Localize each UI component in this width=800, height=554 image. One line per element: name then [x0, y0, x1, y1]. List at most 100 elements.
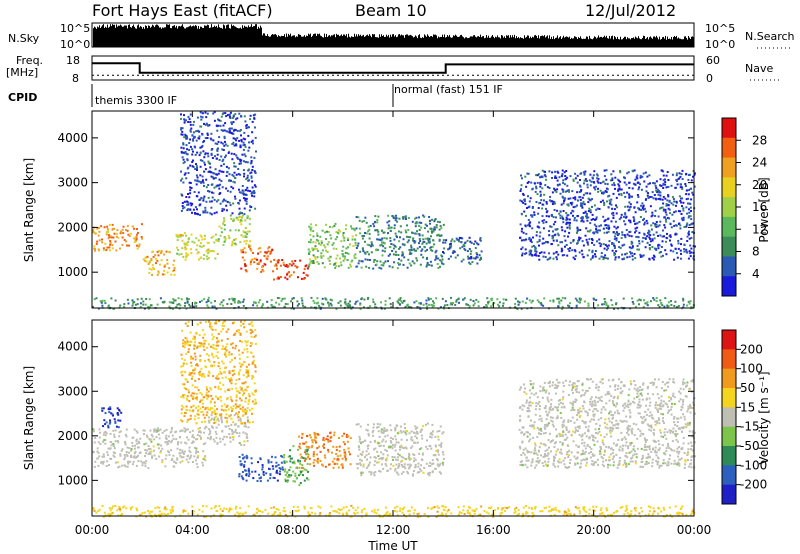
data-cell	[672, 203, 675, 206]
data-cell	[529, 197, 532, 200]
data-cell	[140, 236, 143, 238]
data-cell	[562, 514, 565, 517]
data-cell	[197, 451, 200, 453]
data-cell	[193, 135, 196, 138]
data-cell	[385, 457, 388, 460]
data-cell	[219, 183, 222, 186]
data-cell	[606, 231, 609, 234]
data-cell	[666, 304, 669, 307]
data-cell	[313, 431, 316, 434]
data-cell	[415, 216, 418, 219]
data-cell	[191, 435, 194, 438]
data-cell	[366, 445, 369, 448]
data-cell	[573, 258, 576, 261]
data-cell	[615, 231, 618, 234]
data-cell	[196, 456, 199, 459]
data-cell	[554, 170, 556, 173]
data-cell	[183, 450, 186, 453]
data-cell	[377, 455, 380, 458]
data-cell	[153, 438, 156, 441]
data-cell	[275, 471, 278, 474]
data-cell	[595, 299, 598, 302]
data-cell	[197, 454, 200, 457]
data-cell	[227, 167, 230, 170]
data-cell	[589, 209, 592, 212]
data-cell	[115, 249, 118, 252]
data-cell	[624, 195, 627, 198]
data-cell	[172, 307, 174, 310]
data-cell	[613, 208, 616, 211]
data-cell	[406, 266, 409, 269]
data-cell	[588, 179, 591, 182]
data-cell	[653, 194, 656, 196]
data-cell	[571, 249, 574, 252]
nsky-bar	[247, 27, 248, 47]
data-cell	[115, 461, 117, 464]
data-cell	[347, 447, 350, 450]
data-cell	[165, 454, 168, 457]
data-cell	[196, 169, 198, 171]
data-cell	[376, 461, 379, 464]
data-cell	[217, 238, 220, 241]
data-cell	[158, 437, 161, 440]
nsky-bar	[344, 34, 345, 47]
data-cell	[179, 454, 182, 457]
data-cell	[373, 464, 376, 467]
data-cell	[125, 229, 127, 231]
data-cell	[621, 244, 624, 247]
nsky-bar	[229, 28, 230, 47]
data-cell	[669, 239, 671, 242]
data-cell	[634, 257, 637, 260]
data-cell	[182, 142, 185, 145]
data-cell	[534, 190, 537, 193]
data-cell	[368, 228, 371, 231]
data-cell	[199, 198, 202, 201]
data-cell	[637, 207, 640, 210]
data-cell	[245, 425, 247, 428]
data-cell	[232, 219, 235, 222]
data-cell	[168, 267, 171, 270]
data-cell	[389, 239, 392, 242]
data-cell	[568, 231, 571, 234]
data-cell	[578, 191, 581, 193]
data-cell	[655, 180, 658, 183]
data-cell	[389, 303, 392, 305]
data-cell	[368, 237, 371, 240]
data-cell	[158, 249, 161, 252]
data-cell	[414, 225, 417, 228]
data-cell	[541, 203, 544, 206]
data-cell	[273, 258, 276, 261]
data-cell	[392, 253, 395, 256]
data-cell	[600, 255, 603, 258]
data-cell	[536, 241, 539, 244]
data-cell	[342, 234, 345, 237]
data-cell	[184, 172, 187, 175]
data-cell	[597, 187, 599, 190]
data-cell	[604, 254, 607, 257]
data-cell	[247, 475, 250, 478]
data-cell	[353, 229, 356, 232]
data-cell	[202, 244, 205, 247]
nsky-bar	[675, 37, 676, 47]
data-cell	[173, 259, 176, 262]
data-cell	[373, 225, 376, 228]
data-cell	[552, 200, 555, 203]
data-cell	[416, 426, 419, 429]
data-cell	[613, 184, 616, 187]
data-cell	[414, 427, 417, 430]
data-cell	[145, 260, 148, 263]
data-cell	[487, 302, 490, 305]
data-cell	[203, 170, 206, 173]
data-cell	[435, 255, 438, 258]
data-cell	[579, 190, 582, 193]
data-cell	[116, 232, 118, 235]
colorbar-segment	[722, 177, 736, 198]
nsky-bar	[574, 36, 575, 47]
data-cell	[453, 250, 456, 253]
data-cell	[202, 464, 204, 467]
nsky-bar	[640, 39, 641, 47]
data-cell	[557, 244, 560, 247]
data-cell	[182, 181, 185, 184]
data-cell	[433, 304, 436, 307]
data-cell	[137, 231, 139, 234]
